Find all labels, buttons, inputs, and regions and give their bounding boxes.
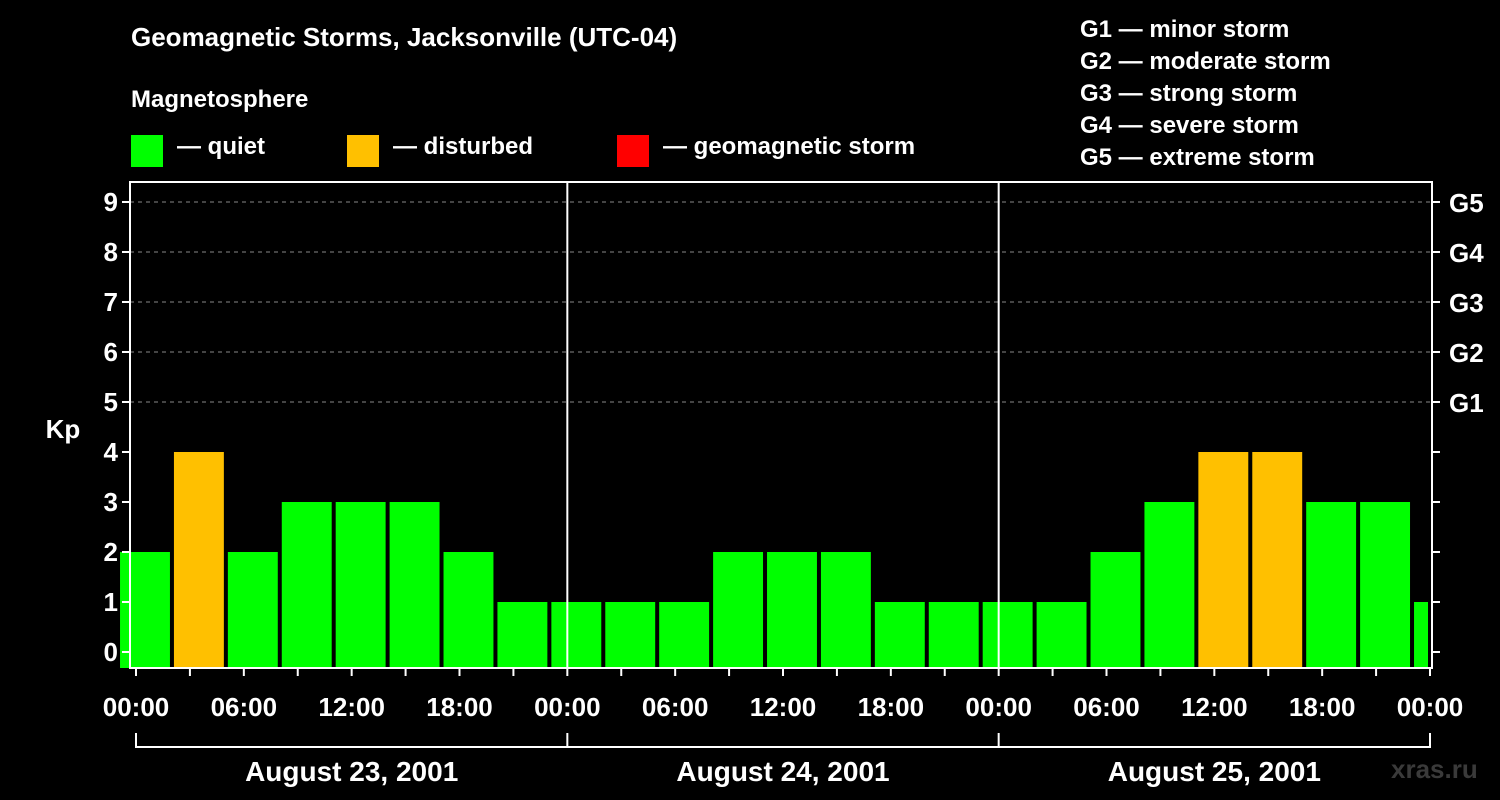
bar-22 [1306, 502, 1357, 668]
y-tick-label-0: 0 [104, 637, 118, 667]
bar-12 [767, 552, 817, 668]
y-tick-label-4: 4 [104, 437, 119, 467]
bar-6 [443, 552, 494, 668]
y-tick-label-8: 8 [104, 237, 118, 267]
bar-8 [551, 602, 602, 668]
chart-title: Geomagnetic Storms, Jacksonville (UTC-04… [131, 22, 678, 52]
x-tick-label-2: 12:00 [318, 692, 385, 722]
y-tick-label-1: 1 [104, 587, 118, 617]
y-tick-label-3: 3 [104, 487, 118, 517]
day-label-2: August 25, 2001 [1108, 756, 1321, 787]
watermark: xras.ru [1391, 754, 1478, 784]
bar-23 [1360, 502, 1411, 668]
x-tick-label-3: 18:00 [426, 692, 493, 722]
storm-scale-g1: G1 — minor storm [1080, 16, 1290, 43]
g-label-G5: G5 [1449, 188, 1484, 218]
bar-2 [227, 552, 278, 668]
storm-scale-g3: G3 — strong storm [1080, 80, 1298, 107]
bar-15 [928, 602, 979, 668]
x-tick-label-4: 00:00 [534, 692, 601, 722]
bar-5 [389, 502, 440, 668]
bar-17 [1036, 602, 1087, 668]
storm-scale-g2: G2 — moderate storm [1080, 48, 1331, 75]
x-tick-label-7: 18:00 [858, 692, 925, 722]
y-tick-label-6: 6 [104, 337, 118, 367]
storm-scale-g5: G5 — extreme storm [1080, 144, 1315, 171]
x-tick-label-6: 12:00 [750, 692, 817, 722]
legend-label-quiet: — quiet [177, 133, 265, 160]
legend-label-storm: — geomagnetic storm [663, 133, 916, 160]
bar-11 [713, 552, 764, 668]
storm-scale-legend: G1 — minor storm G2 — moderate storm G3 … [1080, 14, 1331, 174]
x-tick-label-0: 00:00 [103, 692, 170, 722]
day-label-1: August 24, 2001 [676, 756, 889, 787]
x-tick-label-5: 06:00 [642, 692, 709, 722]
bar-21 [1252, 452, 1303, 668]
y-tick-label-5: 5 [104, 387, 118, 417]
g-label-G3: G3 [1449, 288, 1484, 318]
bar-20 [1198, 452, 1249, 668]
x-tick-label-1: 06:00 [211, 692, 278, 722]
bar-24 [1414, 602, 1428, 668]
legend-swatch-storm [617, 135, 649, 167]
legend-swatch-disturbed [347, 135, 379, 167]
x-tick-label-9: 06:00 [1073, 692, 1140, 722]
bar-9 [605, 602, 656, 668]
x-tick-label-11: 18:00 [1289, 692, 1356, 722]
y-tick-label-2: 2 [104, 537, 118, 567]
x-tick-label-12: 00:00 [1397, 692, 1464, 722]
bar-14 [874, 602, 925, 668]
bar-16 [982, 602, 1033, 668]
bar-1 [173, 452, 224, 668]
bar-7 [497, 602, 548, 668]
bar-4 [335, 502, 386, 668]
legend-heading: Magnetosphere [131, 86, 309, 113]
bar-3 [281, 502, 332, 668]
bar-0 [120, 552, 170, 668]
plot-frame [129, 181, 1433, 669]
y-tick-label-7: 7 [104, 287, 118, 317]
bar-10 [659, 602, 710, 668]
x-tick-label-8: 00:00 [965, 692, 1032, 722]
legend-swatch-quiet [131, 135, 163, 167]
x-tick-label-10: 12:00 [1181, 692, 1248, 722]
bar-18 [1090, 552, 1141, 668]
g-label-G2: G2 [1449, 338, 1484, 368]
y-axis-label: Kp [46, 414, 81, 444]
day-label-0: August 23, 2001 [245, 756, 458, 787]
y-tick-label-9: 9 [104, 187, 118, 217]
storm-scale-g4: G4 — severe storm [1080, 112, 1299, 139]
legend-label-disturbed: — disturbed [393, 133, 534, 160]
bar-19 [1144, 502, 1195, 668]
g-label-G1: G1 [1449, 388, 1484, 418]
bar-13 [820, 552, 871, 668]
g-label-G4: G4 [1449, 238, 1484, 268]
